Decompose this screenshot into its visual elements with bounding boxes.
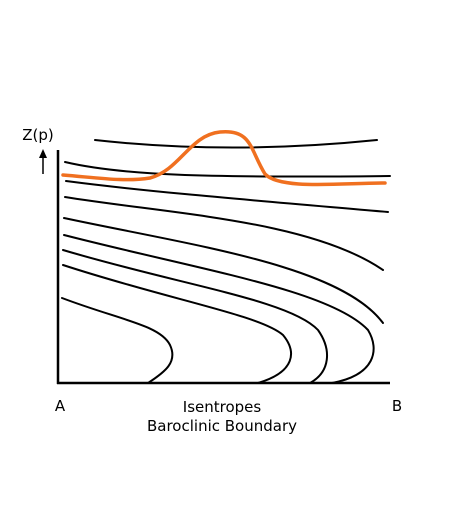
y-axis-label: Z(p) bbox=[22, 126, 54, 144]
isentrope bbox=[65, 180, 389, 213]
isentropes bbox=[61, 139, 391, 384]
isentrope bbox=[62, 264, 292, 384]
isentrope bbox=[62, 249, 329, 384]
up-arrow bbox=[39, 149, 47, 174]
isentrope bbox=[63, 217, 384, 324]
end-label: B bbox=[392, 397, 402, 415]
start-label: A bbox=[55, 397, 66, 415]
isentrope bbox=[64, 196, 384, 271]
isentrope bbox=[64, 161, 391, 178]
caption-title: Isentropes bbox=[183, 398, 262, 416]
baroclinic-boundary bbox=[61, 130, 387, 187]
isentrope bbox=[61, 297, 174, 384]
caption-subtitle: Baroclinic Boundary bbox=[147, 417, 297, 435]
isentrope bbox=[63, 234, 375, 384]
isentrope bbox=[94, 139, 378, 149]
